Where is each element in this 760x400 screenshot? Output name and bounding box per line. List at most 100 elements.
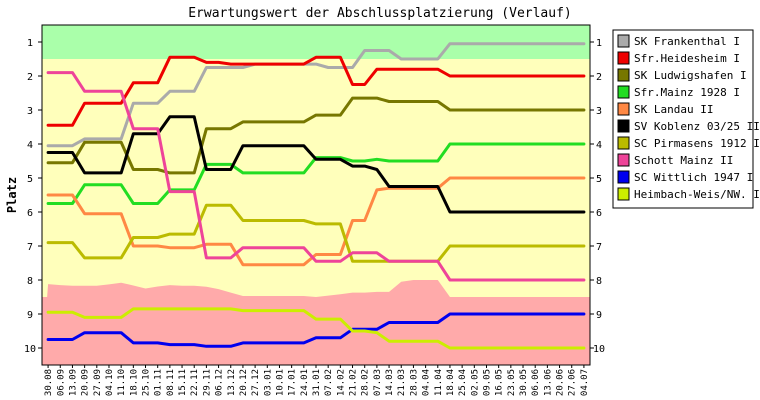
series-line-3 — [46, 96, 586, 175]
x-tick-label: 30.05 — [519, 369, 529, 396]
x-tick-label: 20.09 — [81, 369, 91, 396]
x-tick-label: 24.01 — [300, 369, 310, 396]
x-tick-label: 13.12 — [227, 369, 237, 396]
x-tick-label: 30.08 — [44, 369, 54, 396]
y-axis-label: Platz — [5, 177, 19, 213]
legend-label-9: SC Wittlich 1947 I — [634, 171, 753, 184]
legend-swatch-4 — [617, 85, 630, 99]
series-line-9 — [46, 312, 586, 348]
legend-box — [612, 29, 754, 209]
x-tick-label: 27.09 — [93, 369, 103, 396]
x-tick-label: 27.12 — [251, 369, 261, 396]
y-tick-label-right: 1 — [596, 38, 602, 49]
legend-swatch-6 — [617, 119, 630, 133]
y-tick-label-right: 4 — [596, 140, 602, 151]
x-tick-label: 04.10 — [105, 369, 115, 396]
x-tick-label: 18.04 — [446, 369, 456, 396]
legend-label-7: SC Pirmasens 1912 I — [634, 137, 760, 150]
legend-label-6: SV Koblenz 03/25 II — [634, 120, 760, 133]
legend-swatch-7 — [617, 136, 630, 150]
y-tick-label-right: 10 — [593, 344, 605, 355]
x-tick-label: 06.06 — [531, 369, 541, 396]
series-line-5 — [46, 176, 586, 267]
x-tick-label: 06.09 — [56, 369, 66, 396]
series-line-2 — [46, 55, 586, 127]
legend-swatch-9 — [617, 170, 630, 184]
legend-label-1: SK Frankenthal I — [634, 35, 740, 48]
x-tick-label: 09.05 — [482, 369, 492, 396]
x-tick-label: 04.07 — [580, 369, 590, 396]
y-tick-label-right: 3 — [596, 106, 602, 117]
x-tick-label: 29.11 — [202, 369, 212, 396]
legend-label-2: Sfr.Heidesheim I — [634, 52, 740, 65]
x-tick-label: 28.02 — [361, 369, 371, 396]
x-tick-label: 04.04 — [422, 369, 432, 396]
x-tick-label: 07.03 — [373, 369, 383, 396]
x-tick-label: 13.06 — [543, 369, 553, 396]
x-tick-label: 07.02 — [324, 369, 334, 396]
x-tick-label: 14.03 — [385, 369, 395, 396]
x-tick-label: 06.12 — [215, 369, 225, 396]
legend-swatch-8 — [617, 153, 630, 167]
legend-swatch-3 — [617, 68, 630, 82]
x-tick-label: 02.05 — [470, 369, 480, 396]
x-tick-label: 11.04 — [434, 369, 444, 396]
y-tick-label-right: 8 — [596, 276, 602, 287]
legend-label-4: Sfr.Mainz 1928 I — [634, 86, 740, 99]
y-tick-label-left: 7 — [27, 242, 33, 253]
y-tick-label-right: 9 — [596, 310, 602, 321]
y-tick-label-left: 3 — [27, 106, 33, 117]
x-tick-label: 20.12 — [239, 369, 249, 396]
x-tick-label: 15.11 — [178, 369, 188, 396]
legend-label-5: SK Landau II — [634, 103, 713, 116]
chart-title: Erwartungswert der Abschlussplatzierung … — [188, 6, 572, 21]
x-tick-label: 11.10 — [117, 369, 127, 396]
y-tick-label-left: 6 — [27, 208, 33, 219]
x-tick-label: 31.01 — [312, 369, 322, 396]
y-tick-label-right: 7 — [596, 242, 602, 253]
y-tick-label-left: 10 — [24, 344, 36, 355]
series-line-6 — [46, 115, 586, 214]
x-tick-label: 08.11 — [166, 369, 176, 396]
x-tick-label: 20.06 — [556, 369, 566, 396]
x-tick-label: 16.05 — [495, 369, 505, 396]
series-line-7 — [46, 203, 586, 263]
legend-swatch-10 — [617, 187, 630, 201]
x-tick-label: 25.04 — [458, 369, 468, 396]
x-tick-label: 18.10 — [129, 369, 139, 396]
x-tick-label: 21.03 — [397, 369, 407, 396]
legend-label-10: Heimbach-Weis/NW. II — [634, 188, 760, 201]
x-tick-label: 27.06 — [568, 369, 578, 396]
x-tick-label: 22.11 — [190, 369, 200, 396]
x-tick-label: 21.02 — [349, 369, 359, 396]
y-tick-label-left: 2 — [27, 72, 33, 83]
x-tick-label: 14.02 — [336, 369, 346, 396]
legend-label-8: Schott Mainz II — [634, 154, 733, 167]
x-tick-label: 25.10 — [142, 369, 152, 396]
series-line-10 — [46, 307, 586, 350]
series-line-1 — [46, 42, 586, 148]
x-tick-label: 17.01 — [288, 369, 298, 396]
y-tick-label-left: 9 — [27, 310, 33, 321]
x-tick-label: 23.05 — [507, 369, 517, 396]
series-line-8 — [46, 71, 586, 282]
y-tick-label-left: 1 — [27, 38, 33, 49]
y-tick-label-right: 5 — [596, 174, 602, 185]
y-tick-label-left: 8 — [27, 276, 33, 287]
legend-label-3: SK Ludwigshafen I — [634, 69, 747, 82]
legend-swatch-1 — [617, 34, 630, 48]
x-tick-label: 10.01 — [275, 369, 285, 396]
y-tick-label-left: 4 — [27, 140, 33, 151]
y-tick-label-right: 6 — [596, 208, 602, 219]
x-tick-label: 01.11 — [154, 369, 164, 396]
y-tick-label-right: 2 — [596, 72, 602, 83]
x-tick-label: 03.01 — [263, 369, 273, 396]
zone-top — [42, 25, 590, 59]
legend-swatch-5 — [617, 102, 630, 116]
y-tick-label-left: 5 — [27, 174, 33, 185]
x-tick-label: 13.09 — [68, 369, 78, 396]
x-tick-label: 28.03 — [409, 369, 419, 396]
